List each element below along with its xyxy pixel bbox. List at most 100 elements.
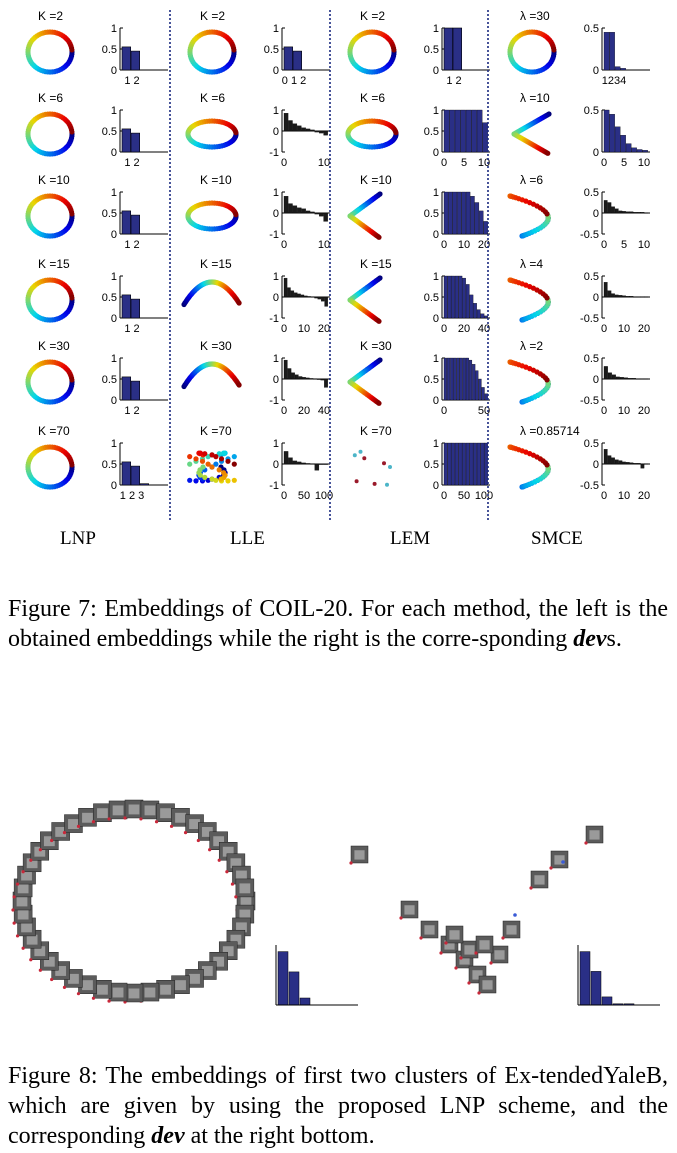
dev-bar — [475, 370, 479, 401]
embedding-point — [382, 461, 386, 466]
dev-bar — [618, 210, 623, 214]
x-tick-label: 0 — [601, 239, 607, 251]
x-tick-label: 100 — [475, 490, 493, 502]
embedding-point — [123, 816, 127, 820]
face-thumbnail-highlight — [494, 950, 505, 960]
face-thumbnail-highlight — [82, 812, 93, 823]
face-thumbnail — [51, 961, 70, 980]
face-thumbnail — [400, 900, 419, 919]
embedding-point — [529, 886, 533, 890]
face-thumbnail — [22, 853, 42, 873]
x-tick-label: 10 — [618, 323, 630, 335]
embedding-point — [501, 936, 505, 940]
dev-bar — [457, 191, 462, 235]
face-thumbnail-highlight — [112, 805, 124, 816]
dev-bar — [639, 378, 644, 380]
dev-bar — [622, 295, 626, 298]
dev-bar — [299, 997, 311, 1006]
embedding-point — [202, 474, 208, 480]
dev-bar — [451, 442, 455, 486]
face-thumbnail-highlight — [55, 826, 67, 837]
face-thumbnail-highlight — [21, 922, 32, 933]
y-tick-label: 0.5 — [424, 292, 439, 304]
parameter-label: K =10 — [360, 173, 392, 187]
y-tick-label: 0 — [593, 292, 599, 304]
x-tick-label: 10 — [618, 405, 630, 417]
dev-bar — [450, 357, 454, 401]
dev-bar — [479, 210, 484, 235]
embedding-point — [236, 382, 242, 388]
embedding-point — [419, 936, 423, 940]
y-tick-label: 1 — [433, 187, 439, 199]
face-thumbnail — [64, 969, 83, 988]
dev-bar — [443, 109, 450, 153]
dev-bar — [643, 378, 648, 380]
face-thumbnail — [235, 878, 255, 898]
x-tick-label: 0 — [601, 157, 607, 169]
dev-bar — [314, 463, 320, 471]
dev-bar — [283, 196, 289, 214]
face-thumbnail — [475, 935, 494, 954]
dev-bar — [480, 442, 485, 486]
dev-bar — [607, 455, 612, 465]
embedding-point — [50, 838, 54, 843]
embedding-point — [38, 968, 42, 972]
embedding-point — [444, 941, 448, 945]
embedding-point — [218, 456, 225, 462]
y-tick-label: 0.5 — [584, 23, 599, 35]
dev-bar — [640, 463, 645, 469]
dev-bar — [121, 376, 131, 401]
embedding-point — [388, 465, 392, 469]
embedding-point — [234, 921, 238, 925]
embedding-point — [216, 467, 222, 473]
y-tick-label: 0.5 — [584, 438, 599, 450]
dev-bar — [611, 457, 615, 465]
embedding-point — [231, 461, 237, 467]
face-thumbnail-highlight — [55, 966, 67, 976]
embedding-point — [69, 295, 75, 301]
embedding-point — [187, 461, 193, 467]
dev-bar — [636, 212, 641, 214]
dev-bar — [607, 372, 612, 380]
panel-lem-4: K =30 1 0.5 00 50 — [347, 339, 490, 417]
face-thumbnail — [78, 975, 97, 994]
face-thumbnail — [445, 925, 464, 944]
y-tick-label: 0.5 — [424, 208, 439, 220]
dev-bar — [297, 461, 302, 465]
face-thumbnail — [108, 982, 128, 1002]
x-tick-label: 0 — [441, 239, 447, 251]
dev-bar — [443, 191, 449, 235]
face-thumbnail — [40, 951, 59, 971]
y-tick-label: 1 — [433, 353, 439, 365]
dev-bar — [590, 971, 602, 1006]
face-thumbnail-highlight — [479, 940, 490, 950]
embedding-point — [376, 234, 382, 240]
panel-lem-3: K =15 1 0.5 00 20 40 — [347, 257, 490, 335]
dev-bar — [480, 313, 485, 319]
y-tick-label: 0.5 — [102, 292, 117, 304]
embedding-point — [69, 377, 75, 383]
embedding-point — [230, 882, 235, 886]
x-tick-label: 0 — [281, 239, 287, 251]
face-thumbnail-highlight — [128, 804, 140, 815]
dev-bar — [611, 206, 615, 214]
embedding-point — [62, 831, 67, 835]
x-tick-label: 0 1 2 — [282, 75, 306, 87]
face-thumbnail-highlight — [449, 930, 460, 940]
parameter-label: K =70 — [38, 424, 70, 438]
dev-bar — [476, 109, 483, 153]
dev-bar — [324, 296, 328, 307]
face-thumbnail-highlight — [213, 956, 225, 967]
dev-bar — [449, 109, 455, 153]
face-thumbnail — [218, 842, 238, 861]
embedding-point — [169, 992, 174, 996]
figure-8-caption: Figure 8: The embeddings of first two cl… — [8, 1061, 668, 1151]
face-thumbnail-highlight — [34, 846, 46, 857]
embedding-point — [362, 456, 367, 461]
face-thumbnail — [108, 800, 128, 820]
face-thumbnail-highlight — [26, 858, 38, 869]
